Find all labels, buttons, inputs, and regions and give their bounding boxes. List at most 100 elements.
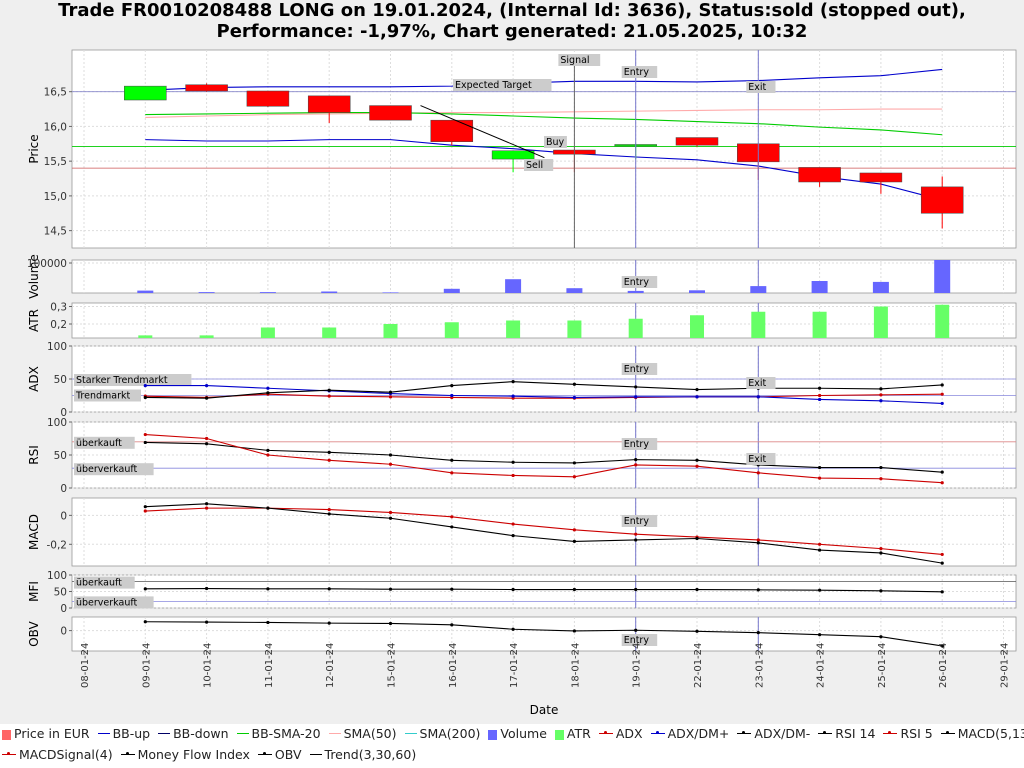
- volume-bar: [505, 279, 522, 293]
- atr-bar: [383, 324, 398, 338]
- macd-line-point: [450, 525, 454, 529]
- mfi-line-point: [756, 588, 760, 592]
- macd-line-point: [266, 506, 270, 510]
- legend-swatch: [554, 729, 564, 740]
- adx-dm-minus-line: [145, 381, 943, 399]
- legend-label: ATR: [566, 726, 591, 741]
- rsi5-line-point: [879, 477, 883, 481]
- mfi-line-point: [879, 589, 883, 593]
- panel-macd: [71, 497, 1017, 567]
- exit-annotation: Exit: [748, 82, 766, 93]
- candle-body: [124, 85, 167, 101]
- tick-label-atr: 0,3: [50, 302, 67, 314]
- legend-item: ADX: [598, 726, 643, 741]
- y-axis-label-adx: ADX: [27, 366, 41, 392]
- adx-trend-label-bg: [74, 389, 141, 402]
- mfi-line-point: [327, 587, 331, 591]
- adx-strong-label-bg: [74, 374, 192, 386]
- candle-body: [307, 95, 351, 113]
- tick-label-rsi: 100: [47, 417, 67, 429]
- adx-dm-minus-line-point: [450, 384, 454, 388]
- adx-dm-plus-line-point: [634, 395, 638, 399]
- macd-signal-line-point: [879, 547, 883, 551]
- rsi-entry-annotation-bg: [621, 438, 658, 450]
- macd-signal-line-point: [634, 532, 638, 536]
- obv-line-point: [450, 623, 454, 627]
- macd-entry-annotation-bg: [621, 515, 658, 527]
- legend-item: MACDSignal(4): [2, 747, 113, 762]
- rsi14-line-point: [327, 450, 331, 454]
- tick-label-adx: 100: [47, 341, 67, 353]
- legend-swatch: [2, 729, 11, 740]
- legend-item: RSI 5: [883, 726, 933, 741]
- legend-swatch: [737, 731, 752, 734]
- obv-line-point: [634, 628, 638, 632]
- y-axis-label-obv: OBV: [27, 620, 41, 646]
- rsi14-line-point: [940, 470, 944, 474]
- tick-label-price: 14,5: [44, 226, 67, 238]
- mfi-overbought-label: überkauft: [76, 578, 122, 589]
- atr-bar: [567, 320, 582, 338]
- volume-bar: [627, 290, 644, 293]
- adx-dm-minus-line-point: [634, 385, 638, 389]
- macd-signal-line-point: [572, 528, 577, 532]
- macd-line: [145, 503, 943, 564]
- macd-signal-line-point: [388, 510, 393, 515]
- obv-line-point: [327, 621, 331, 625]
- tick-label-mfi: 50: [54, 587, 67, 599]
- panel-atr: [71, 302, 1017, 339]
- x-tick-label: 29-01-24: [1000, 643, 1011, 688]
- macd-entry-annotation: Entry: [624, 516, 650, 527]
- adx-dm-minus-line-point: [695, 387, 699, 392]
- entry-annotation-bg: [621, 66, 658, 78]
- rsi-exit-annotation: Exit: [748, 454, 766, 465]
- tick-label-obv: 0: [60, 626, 67, 638]
- tick-label-rsi: 0: [60, 483, 67, 495]
- atr-bar: [628, 318, 643, 338]
- sell-annotation: Sell: [526, 160, 543, 171]
- legend-item: ATR: [554, 726, 591, 741]
- atr-bar: [260, 327, 275, 338]
- macd-signal-line-point: [205, 506, 209, 510]
- rsi-oversold-label-bg: [74, 463, 154, 476]
- adx-dm-minus-line-point: [143, 395, 147, 400]
- buy-annotation: Buy: [546, 137, 565, 148]
- atr-bar: [873, 306, 888, 338]
- chart-title: Trade FR0010208488 LONG on 19.01.2024, (…: [0, 0, 1024, 42]
- entry-annotation: Entry: [624, 67, 650, 78]
- obv-line-point: [388, 621, 393, 626]
- obv-line-point: [266, 620, 270, 625]
- rsi14-line-point: [143, 440, 147, 445]
- legend-swatch: [257, 752, 272, 755]
- legend-item: BB-up: [97, 726, 151, 741]
- mfi-line-point: [940, 590, 944, 594]
- legend-label: SMA(200): [419, 726, 481, 741]
- bb-sma20-line: [145, 111, 943, 136]
- obv-entry-annotation: Entry: [624, 635, 650, 646]
- adx-dm-plus-line-point: [756, 395, 760, 399]
- tick-label-mfi: 100: [47, 570, 67, 582]
- x-tick-label: 26-01-24: [938, 643, 949, 688]
- x-tick-label: 08-01-24: [80, 643, 91, 688]
- legend-label: BB-up: [112, 726, 151, 741]
- x-tick-label: 23-01-24: [754, 643, 765, 688]
- rsi14-line: [145, 441, 943, 473]
- legend-swatch: [158, 733, 171, 734]
- obv-line-point: [756, 631, 760, 635]
- candle-body: [185, 84, 228, 92]
- candle-body: [430, 119, 474, 142]
- volume-bar: [382, 292, 399, 293]
- rsi-overbought-label-bg: [74, 436, 135, 449]
- legend-label: BB-SMA-20: [251, 726, 321, 741]
- candle-body: [675, 137, 719, 146]
- adx-dm-plus-line-point: [511, 394, 515, 398]
- legend-label: Trend(3,30,60): [324, 747, 417, 762]
- obv-line-point: [818, 633, 822, 637]
- atr-bar: [812, 311, 827, 338]
- mfi-oversold-label: überverkauft: [76, 597, 138, 608]
- volume-bar: [811, 281, 828, 293]
- x-tick-label: 24-01-24: [816, 643, 827, 688]
- obv-entry-annotation-bg: [621, 634, 658, 646]
- adx-dm-plus-line-point: [450, 393, 454, 398]
- macd-line-point: [327, 512, 331, 516]
